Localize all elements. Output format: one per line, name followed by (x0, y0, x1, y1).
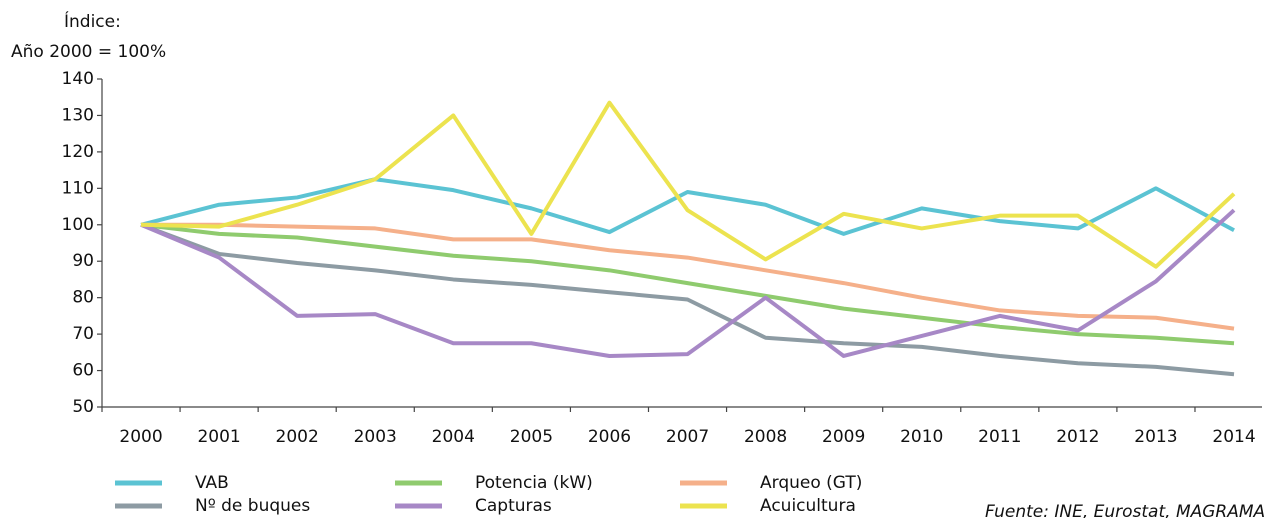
series-line (140, 222, 1235, 346)
x-tick-label: 2003 (354, 427, 397, 447)
x-tick-label: 2008 (744, 427, 787, 447)
x-tick-label: 2002 (276, 427, 319, 447)
y-tick-label: 90 (72, 251, 94, 271)
x-tick-label: 2001 (197, 427, 240, 447)
x-tick-label: 2006 (588, 427, 631, 447)
y-tick-label: 60 (72, 361, 94, 381)
y-tick-label: 50 (72, 397, 94, 417)
y-tick-label: 80 (72, 288, 94, 308)
y-tick-label: 100 (62, 215, 94, 235)
legend-label: Arqueo (GT) (760, 473, 862, 493)
series-line (140, 222, 1235, 377)
series-line (140, 208, 1236, 358)
legend-label: Potencia (kW) (475, 473, 593, 493)
series-line (140, 177, 1235, 236)
x-tick-label: 2007 (666, 427, 709, 447)
legend-label: VAB (195, 473, 229, 493)
legend-label: Capturas (475, 496, 552, 516)
x-tick-label: 2013 (1134, 427, 1177, 447)
x-tick-label: 2014 (1212, 427, 1255, 447)
y-tick-label: 70 (72, 324, 94, 344)
legend-label: Nº de buques (195, 496, 310, 516)
y-label: Año 2000 = 100% (11, 42, 166, 62)
y-tick-label: 110 (62, 178, 94, 198)
y-label: Índice: (64, 10, 121, 32)
series-line (140, 100, 1236, 269)
x-tick-label: 2000 (119, 427, 162, 447)
x-tick-label: 2005 (510, 427, 553, 447)
y-tick-label: 120 (62, 142, 94, 162)
x-tick-label: 2012 (1056, 427, 1099, 447)
x-tick-label: 2004 (432, 427, 475, 447)
y-tick-label: 140 (62, 69, 94, 89)
x-tick-label: 2011 (978, 427, 1021, 447)
y-tick-label: 130 (62, 105, 94, 125)
x-tick-label: 2009 (822, 427, 865, 447)
legend-label: Acuicultura (760, 496, 856, 516)
source: Fuente: INE, Eurostat, MAGRAMA (985, 502, 1265, 518)
x-tick-label: 2010 (900, 427, 943, 447)
series-line (141, 222, 1235, 331)
